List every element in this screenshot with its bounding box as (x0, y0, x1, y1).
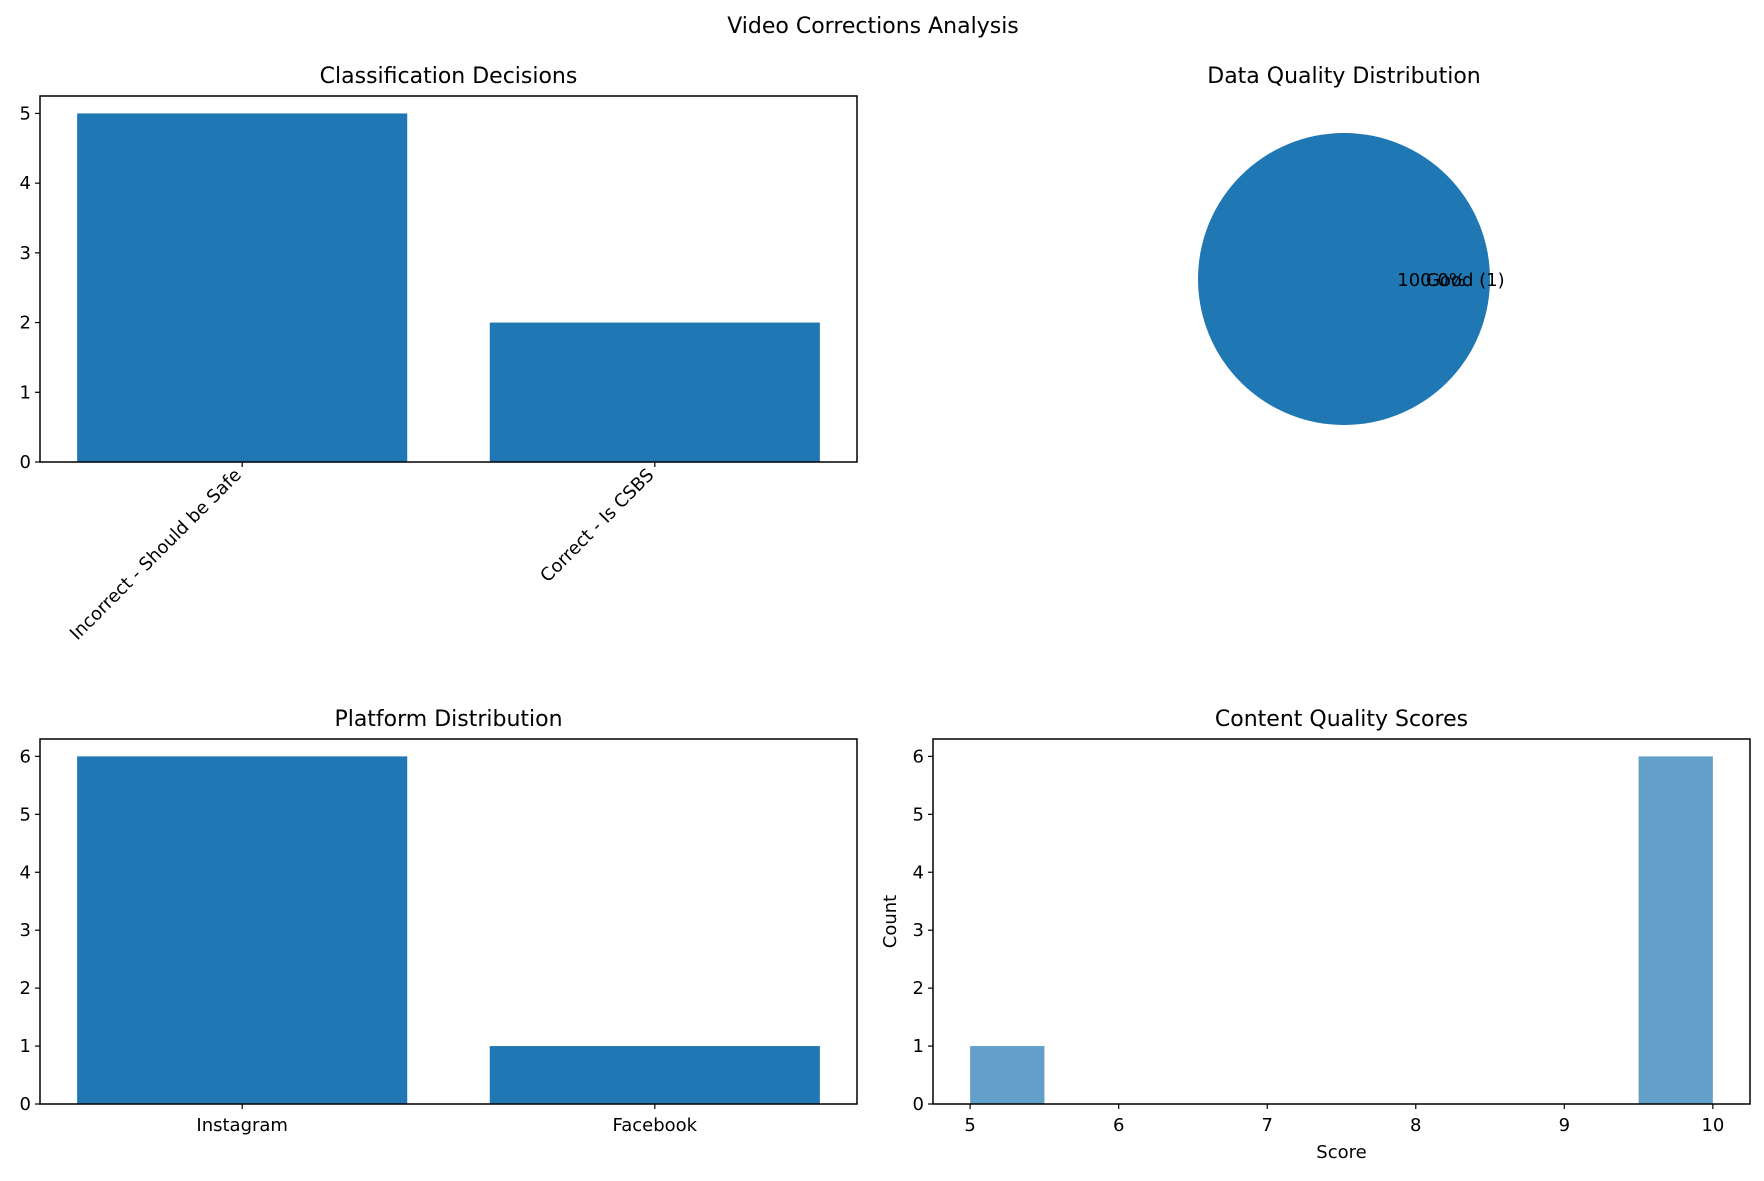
content-quality-scores-ytick-label: 4 (913, 862, 924, 883)
content-quality-scores-xtick-label: 9 (1559, 1115, 1570, 1136)
content-quality-scores-ytick-label: 2 (913, 978, 924, 999)
content-quality-scores-xtick-label: 6 (1113, 1115, 1124, 1136)
histogram-bar-5 (970, 1046, 1045, 1104)
bar-incorrect-should-be-safe (77, 113, 408, 462)
platform-distribution-ytick-label: 4 (20, 862, 31, 883)
pie-slice-good-1 (1198, 133, 1490, 425)
platform-distribution-chart: Platform Distribution 0 1 2 3 4 5 6 Instagram Fac… (20, 707, 858, 1136)
content-quality-scores-ytick-label: 1 (913, 1036, 924, 1057)
platform-distribution-ytick-label: 6 (20, 746, 31, 767)
bar-facebook (489, 1046, 820, 1104)
platform-distribution-ytick-label: 5 (20, 804, 31, 825)
platform-distribution-ytick-label: 2 (20, 978, 31, 999)
content-quality-histogram: Content Quality Scores 0 1 2 3 4 5 6 5 6 7 8 9 10 Scor… (880, 707, 1751, 1163)
data-quality-pie-chart: Data Quality Distribution Good (1)100.0% (1198, 64, 1505, 425)
xtick-label-incorrect-should-be-safe: Incorrect - Should be Safe (66, 465, 246, 645)
pie-label-good-1: Good (1) (1426, 270, 1505, 291)
content-quality-scores-axes-frame (932, 738, 1751, 1105)
classification-decisions-ytick-label: 3 (20, 243, 31, 264)
platform-distribution-title: Platform Distribution (334, 707, 562, 732)
content-quality-scores-ylabel: Count (880, 895, 901, 948)
classification-decisions-axes-frame (39, 95, 858, 463)
platform-distribution-axes-frame (39, 738, 858, 1105)
content-quality-scores-ytick-label: 3 (913, 920, 924, 941)
classification-decisions-ytick-label: 1 (20, 382, 31, 403)
content-quality-scores-ytick-label: 5 (913, 804, 924, 825)
content-quality-scores-xtick-label: 5 (964, 1115, 975, 1136)
classification-decisions-title: Classification Decisions (320, 64, 578, 89)
platform-distribution-ytick-label: 0 (20, 1094, 31, 1115)
content-quality-scores-ytick-label: 0 (913, 1094, 924, 1115)
platform-distribution-ytick-label: 3 (20, 920, 31, 941)
classification-decisions-ytick-label: 5 (20, 103, 31, 124)
bar-instagram (77, 756, 408, 1104)
xtick-label-instagram: Instagram (196, 1115, 288, 1136)
xtick-label-facebook: Facebook (613, 1115, 698, 1136)
classification-decisions-ytick-label: 0 (20, 452, 31, 473)
classification-decisions-ytick-label: 4 (20, 173, 31, 194)
content-quality-scores-xtick-label: 8 (1410, 1115, 1421, 1136)
xtick-label-correct-is-csbs: Correct - Is CSBS (536, 465, 658, 587)
figure-title: Video Corrections Analysis (727, 14, 1019, 39)
content-quality-scores-xlabel: Score (1316, 1142, 1366, 1163)
platform-distribution-ytick-label: 1 (20, 1036, 31, 1057)
content-quality-scores-title: Content Quality Scores (1215, 707, 1468, 732)
bar-correct-is-csbs (489, 322, 820, 462)
content-quality-scores-xtick-label: 10 (1701, 1115, 1724, 1136)
content-quality-scores-ytick-label: 6 (913, 746, 924, 767)
content-quality-scores-xtick-label: 7 (1262, 1115, 1273, 1136)
pie-percent-label: 100.0% (1397, 270, 1466, 291)
histogram-bar-9-5 (1638, 756, 1713, 1104)
data-quality-distribution-title: Data Quality Distribution (1207, 64, 1480, 89)
classification-decisions-chart: Classification Decisions 0 1 2 3 4 5 Incorrect … (20, 64, 858, 645)
classification-decisions-ytick-label: 2 (20, 313, 31, 334)
